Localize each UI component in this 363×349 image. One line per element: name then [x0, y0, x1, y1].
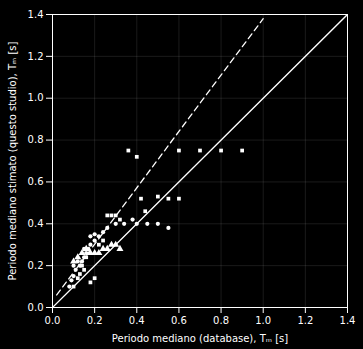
- svg-text:1.0: 1.0: [28, 92, 44, 103]
- svg-text:0.4: 0.4: [129, 315, 145, 326]
- svg-text:0.6: 0.6: [171, 315, 187, 326]
- svg-text:1.2: 1.2: [28, 51, 44, 62]
- svg-text:0.6: 0.6: [28, 176, 44, 187]
- svg-text:0.8: 0.8: [213, 315, 229, 326]
- svg-text:0.0: 0.0: [28, 302, 44, 313]
- svg-text:1.0: 1.0: [255, 315, 271, 326]
- svg-text:1.4: 1.4: [28, 9, 44, 20]
- svg-text:0.8: 0.8: [28, 134, 44, 145]
- svg-text:0.0: 0.0: [45, 315, 61, 326]
- svg-text:Periodo mediano (database), Tₘ: Periodo mediano (database), Tₘ [s]: [112, 333, 288, 344]
- svg-text:0.2: 0.2: [28, 260, 44, 271]
- svg-text:Periodo mediano stimato (quest: Periodo mediano stimato (questo studio),…: [7, 41, 18, 280]
- svg-text:1.4: 1.4: [340, 315, 356, 326]
- svg-text:0.4: 0.4: [28, 218, 44, 229]
- svg-text:1.2: 1.2: [297, 315, 313, 326]
- svg-text:0.2: 0.2: [87, 315, 103, 326]
